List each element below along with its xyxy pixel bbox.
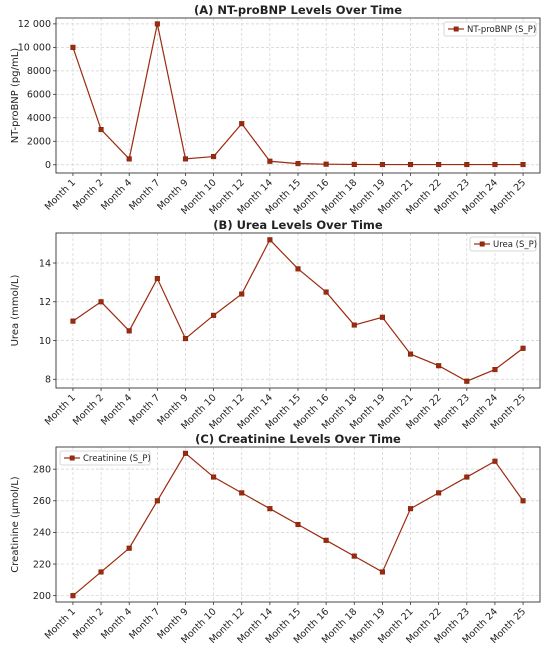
data-point bbox=[351, 322, 357, 328]
data-point bbox=[436, 363, 442, 369]
data-point bbox=[407, 506, 414, 512]
y-axis-label: Creatinine (μmol/L) bbox=[10, 476, 21, 572]
data-point bbox=[239, 490, 245, 496]
data-point bbox=[126, 156, 132, 162]
data-point bbox=[379, 569, 385, 575]
legend-marker-swatch bbox=[69, 455, 75, 461]
y-tick-label: 220 bbox=[33, 559, 51, 570]
data-point bbox=[98, 127, 104, 133]
data-point bbox=[154, 275, 160, 282]
data-point bbox=[267, 158, 273, 164]
data-point bbox=[492, 161, 498, 168]
y-tick-label: 0 bbox=[45, 160, 51, 171]
data-point bbox=[492, 367, 498, 373]
data-point bbox=[520, 345, 526, 351]
data-point bbox=[351, 553, 357, 559]
data-point bbox=[239, 121, 245, 127]
data-point bbox=[295, 161, 301, 167]
y-tick-label: 8 bbox=[45, 375, 51, 386]
legend-label: NT-proBNP (S_P) bbox=[467, 25, 536, 35]
y-tick-label: 6000 bbox=[27, 90, 51, 101]
y-axis-label: NT-proBNP (pg/mL) bbox=[10, 48, 21, 143]
legend-box bbox=[443, 21, 537, 37]
chart-title: (B) Urea Levels Over Time bbox=[213, 218, 383, 232]
y-tick-label: 10 000 bbox=[18, 43, 51, 54]
data-point bbox=[154, 21, 160, 27]
data-point bbox=[295, 266, 301, 272]
legend-box bbox=[59, 450, 151, 466]
y-tick-label: 2000 bbox=[27, 137, 51, 148]
data-point bbox=[295, 521, 301, 528]
data-point bbox=[182, 336, 189, 342]
data-point bbox=[436, 490, 442, 496]
data-point bbox=[520, 161, 526, 168]
data-point bbox=[267, 506, 273, 512]
data-point bbox=[98, 569, 104, 575]
data-point bbox=[323, 289, 329, 295]
data-point bbox=[464, 161, 470, 168]
chart-title: (C) Creatinine Levels Over Time bbox=[195, 432, 401, 446]
data-point bbox=[154, 498, 160, 504]
data-point bbox=[379, 314, 385, 320]
data-point bbox=[492, 458, 498, 464]
y-tick-label: 10 bbox=[39, 336, 51, 347]
data-point bbox=[182, 450, 189, 456]
y-tick-label: 4000 bbox=[27, 113, 51, 124]
y-tick-label: 12 bbox=[39, 297, 51, 308]
data-point bbox=[464, 474, 470, 480]
data-point bbox=[520, 498, 526, 504]
data-point bbox=[407, 161, 414, 168]
y-tick-label: 14 bbox=[39, 258, 51, 269]
data-point bbox=[464, 378, 470, 384]
data-point bbox=[239, 291, 245, 297]
data-point bbox=[436, 161, 442, 168]
data-point bbox=[379, 161, 385, 168]
legend-label: Creatinine (S_P) bbox=[83, 454, 151, 464]
y-tick-label: 240 bbox=[33, 528, 51, 539]
y-tick-label: 280 bbox=[33, 464, 51, 475]
data-point bbox=[211, 312, 217, 318]
chart-title: (A) NT-proBNP Levels Over Time bbox=[194, 3, 402, 17]
data-point bbox=[126, 545, 132, 551]
y-tick-label: 8000 bbox=[27, 66, 51, 77]
data-point bbox=[182, 156, 189, 162]
y-axis-label: Urea (mmol/L) bbox=[10, 275, 21, 347]
legend-box bbox=[469, 236, 537, 252]
legend-label: Urea (S_P) bbox=[493, 240, 537, 250]
data-point bbox=[267, 237, 273, 243]
data-point bbox=[351, 161, 357, 167]
legend-marker-swatch bbox=[453, 26, 459, 32]
data-point bbox=[98, 299, 104, 305]
data-point bbox=[70, 593, 76, 599]
data-point bbox=[70, 318, 76, 324]
y-tick-label: 12 000 bbox=[18, 19, 51, 30]
y-tick-label: 260 bbox=[33, 496, 51, 507]
data-point bbox=[407, 351, 414, 357]
data-point bbox=[323, 161, 329, 167]
data-point bbox=[211, 154, 217, 160]
y-tick-label: 200 bbox=[33, 591, 51, 602]
data-point bbox=[70, 44, 76, 50]
data-point bbox=[211, 474, 217, 480]
data-point bbox=[323, 537, 329, 543]
data-point bbox=[126, 328, 132, 334]
legend-marker-swatch bbox=[479, 241, 485, 247]
